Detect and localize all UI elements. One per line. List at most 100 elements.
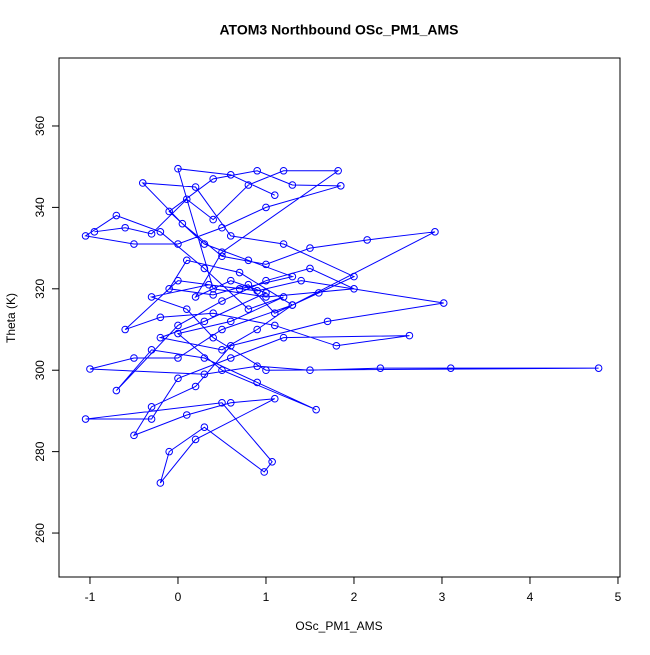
point: [270, 309, 279, 318]
point: [306, 366, 314, 375]
point: [156, 333, 165, 342]
point: [363, 236, 371, 244]
point: [218, 297, 226, 305]
point: [209, 215, 217, 224]
point: [174, 240, 182, 248]
point: [200, 370, 209, 379]
x-tick-label: 4: [527, 590, 534, 604]
point: [334, 166, 342, 175]
point: [156, 313, 165, 322]
point: [253, 378, 261, 387]
point: [262, 260, 270, 269]
point: [306, 264, 314, 273]
point: [226, 276, 235, 285]
point: [174, 374, 182, 383]
point: [297, 276, 305, 285]
point: [323, 317, 332, 326]
x-tick-label: 5: [615, 590, 622, 604]
x-tick-label: 2: [351, 590, 358, 604]
y-tick-label: 340: [33, 197, 47, 217]
x-tick-label: -1: [85, 590, 96, 604]
point: [244, 256, 253, 265]
point: [165, 207, 173, 216]
point: [226, 354, 235, 362]
point: [270, 394, 279, 403]
point: [121, 325, 129, 334]
point: [209, 175, 217, 183]
point: [174, 354, 182, 362]
point: [350, 272, 358, 281]
point: [226, 171, 235, 179]
point: [174, 329, 182, 338]
point: [270, 191, 279, 199]
x-tick-label: 1: [263, 590, 270, 604]
point: [262, 289, 270, 297]
point: [439, 299, 448, 307]
point: [235, 285, 244, 293]
point: [200, 423, 209, 432]
point: [405, 331, 414, 340]
chart-title: ATOM3 Northbound OSc_PM1_AMS: [219, 22, 458, 38]
point: [200, 354, 209, 362]
point: [147, 415, 156, 423]
point: [336, 182, 345, 190]
point: [279, 240, 288, 248]
point: [594, 364, 603, 372]
point: [226, 398, 235, 407]
point: [262, 203, 270, 212]
point: [270, 321, 279, 330]
point: [138, 179, 147, 187]
point: [174, 276, 182, 285]
point: [226, 341, 235, 350]
point: [244, 305, 253, 313]
point: [288, 301, 297, 309]
point: [253, 287, 261, 295]
point: [218, 223, 226, 232]
point: [130, 431, 138, 440]
y-tick-label: 260: [33, 523, 47, 543]
point: [431, 228, 439, 236]
point: [200, 264, 209, 273]
point: [90, 228, 99, 236]
point: [268, 458, 276, 466]
point: [218, 346, 226, 354]
point: [130, 354, 138, 362]
point: [262, 276, 270, 285]
point: [262, 366, 270, 375]
point: [312, 405, 320, 414]
point: [260, 468, 269, 476]
point: [191, 382, 200, 391]
point: [112, 211, 121, 220]
point: [147, 346, 156, 354]
point: [350, 285, 358, 293]
series-line: [84, 168, 599, 484]
point: [244, 181, 253, 189]
point: [182, 195, 191, 204]
point: [279, 333, 288, 342]
point: [191, 183, 200, 191]
point: [235, 268, 244, 277]
point: [262, 293, 270, 301]
point: [279, 166, 288, 175]
point: [244, 280, 253, 289]
point: [253, 166, 261, 175]
y-tick-label: 280: [33, 441, 47, 461]
point: [174, 164, 182, 173]
y-tick-label: 300: [33, 360, 47, 380]
point: [147, 293, 156, 301]
point: [218, 398, 226, 407]
point: [253, 325, 261, 334]
point: [156, 479, 165, 487]
plot-frame: [58, 57, 621, 578]
point: [174, 321, 182, 330]
x-tick-label: 3: [439, 590, 446, 604]
point: [209, 309, 217, 318]
point: [376, 364, 385, 372]
point: [253, 362, 261, 370]
point: [200, 317, 209, 326]
point: [178, 219, 187, 228]
point: [182, 411, 191, 419]
point: [81, 415, 90, 423]
point: [86, 365, 94, 373]
